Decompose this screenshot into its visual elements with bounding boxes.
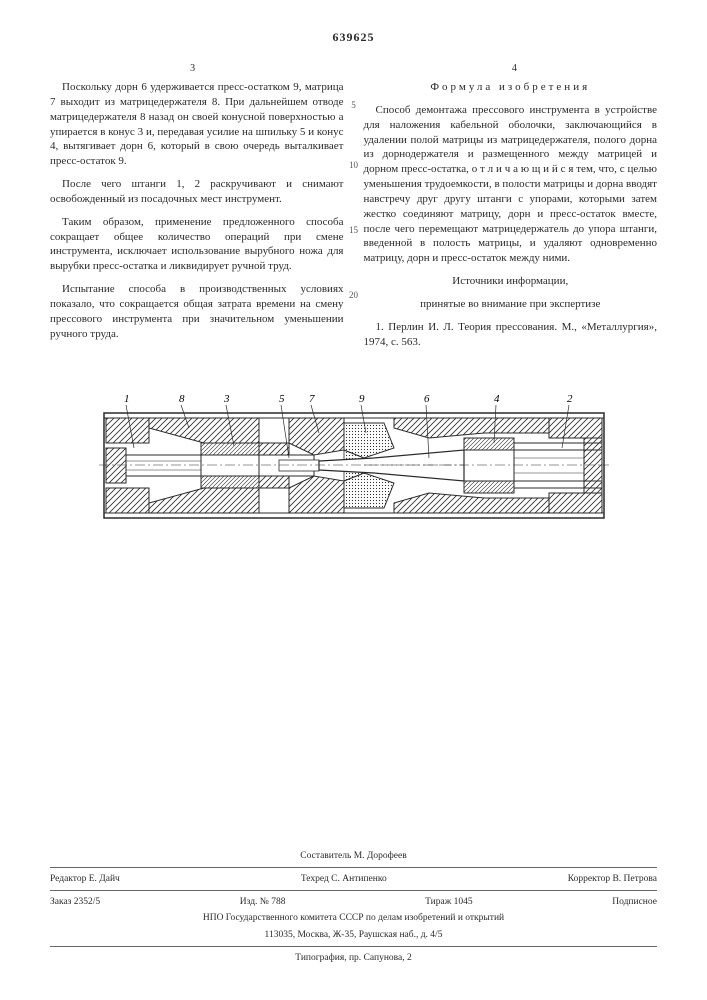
footer-podpisnoe: Подписное bbox=[612, 895, 657, 909]
footer-corrector: Корректор В. Петрова bbox=[568, 872, 657, 886]
footer-editor: Редактор Е. Дайч bbox=[50, 872, 120, 886]
text-columns: Поскольку дорн 6 удерживается пресс-оста… bbox=[50, 80, 657, 358]
line-marker-15: 15 bbox=[349, 225, 358, 235]
footer-order-row: Заказ 2352/5 Изд. № 788 Тираж 1045 Подпи… bbox=[50, 890, 657, 909]
page-numbers-row: 3 4 bbox=[50, 63, 657, 74]
left-p3: Таким образом, применение предложенного … bbox=[50, 215, 344, 274]
right-column: Формула изобретения Способ демонтажа пре… bbox=[364, 80, 658, 358]
footer-org: НПО Государственного комитета СССР по де… bbox=[50, 911, 657, 925]
diagram-label-5: 5 bbox=[279, 393, 285, 405]
footer-tech: Техред С. Антипенко bbox=[301, 872, 387, 886]
page-num-left: 3 bbox=[50, 63, 335, 74]
diagram-label-3: 3 bbox=[223, 393, 230, 405]
left-p1: Поскольку дорн 6 удерживается пресс-оста… bbox=[50, 80, 344, 169]
footer-credits-row: Редактор Е. Дайч Техред С. Антипенко Кор… bbox=[50, 867, 657, 886]
footer-order: Заказ 2352/5 bbox=[50, 895, 100, 909]
right-p1: Способ демонтажа прессового инструмента … bbox=[364, 103, 658, 266]
left-p2: После чего штанги 1, 2 раскручивают и сн… bbox=[50, 177, 344, 207]
left-column: Поскольку дорн 6 удерживается пресс-оста… bbox=[50, 80, 344, 358]
line-marker-5: 5 bbox=[351, 100, 356, 110]
technical-diagram: 1 8 3 5 7 9 6 4 2 bbox=[84, 388, 624, 533]
diagram-label-7: 7 bbox=[309, 393, 315, 405]
diagram-label-1: 1 bbox=[124, 393, 130, 405]
footer-izd: Изд. № 788 bbox=[240, 895, 286, 909]
footer-typography: Типография, пр. Сапунова, 2 bbox=[295, 951, 411, 965]
line-marker-20: 20 bbox=[349, 290, 358, 300]
diagram-label-4: 4 bbox=[494, 393, 500, 405]
line-marker-10: 10 bbox=[349, 160, 358, 170]
technical-diagram-area: 1 8 3 5 7 9 6 4 2 bbox=[50, 388, 657, 533]
diagram-label-2: 2 bbox=[567, 393, 573, 405]
footer-typography-row: Типография, пр. Сапунова, 2 bbox=[50, 946, 657, 965]
sources-subtitle: принятые во внимание при экспертизе bbox=[364, 297, 658, 312]
footer: Составитель М. Дорофеев Редактор Е. Дайч… bbox=[50, 849, 657, 966]
sources-title: Источники информации, bbox=[364, 274, 658, 289]
formula-title: Формула изобретения bbox=[364, 80, 658, 95]
diagram-label-6: 6 bbox=[424, 393, 430, 405]
diagram-label-8: 8 bbox=[179, 393, 185, 405]
footer-address: 113035, Москва, Ж-35, Раушская наб., д. … bbox=[50, 928, 657, 942]
page-num-right: 4 bbox=[372, 63, 657, 74]
footer-tirazh: Тираж 1045 bbox=[425, 895, 473, 909]
patent-number: 639625 bbox=[50, 30, 657, 45]
left-p4: Испытание способа в производственных усл… bbox=[50, 282, 344, 341]
ref1: 1. Перлин И. Л. Теория прессования. М., … bbox=[364, 320, 658, 350]
footer-composer: Составитель М. Дорофеев bbox=[50, 849, 657, 863]
diagram-label-9: 9 bbox=[359, 393, 365, 405]
